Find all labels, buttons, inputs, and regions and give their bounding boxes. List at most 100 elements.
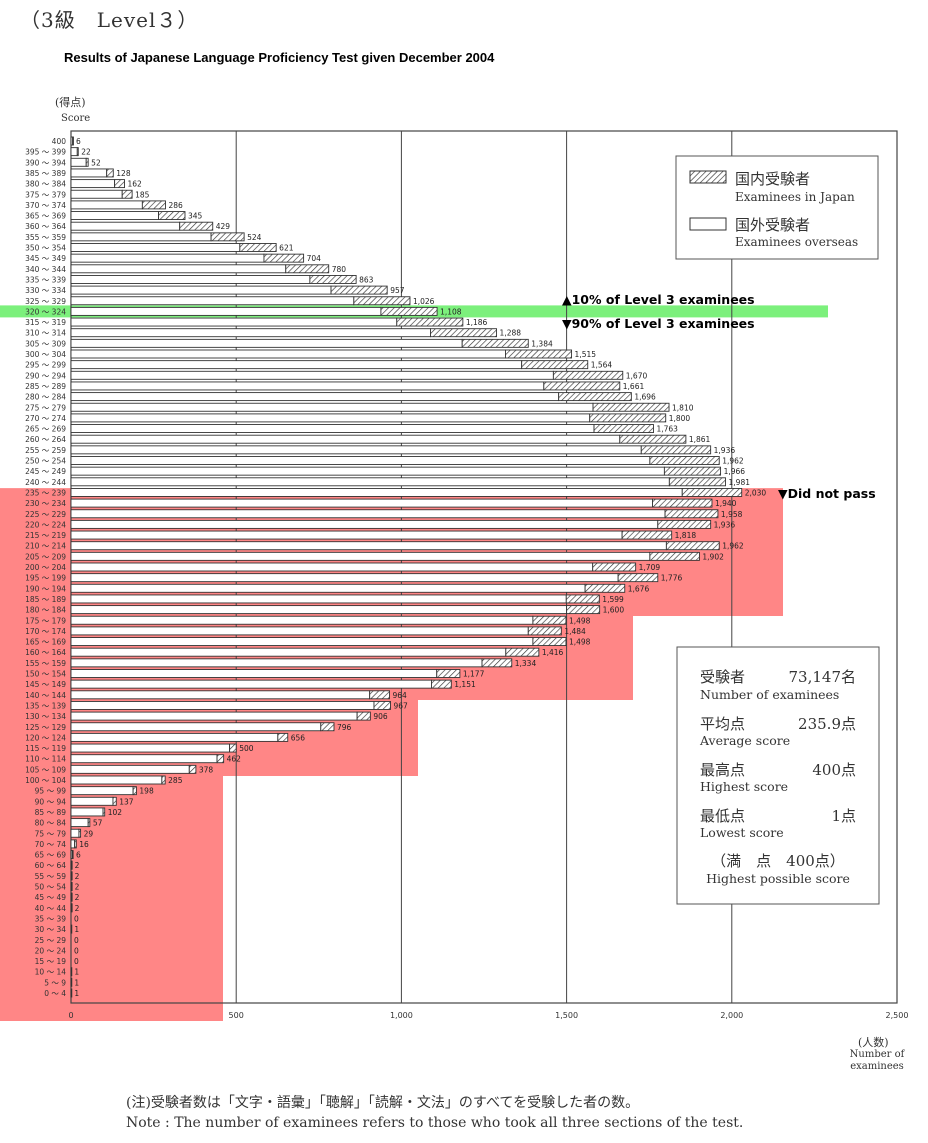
value-label: 967 (393, 701, 408, 710)
bar-overseas (70, 264, 287, 274)
bar-overseas (70, 370, 554, 380)
score-label: 75 ～ 79 (35, 829, 67, 838)
bar-overseas (70, 988, 73, 998)
bar-japan (87, 818, 91, 828)
bar-japan (640, 445, 712, 455)
bar-overseas (70, 732, 279, 742)
score-label: 305 ～ 309 (25, 339, 66, 348)
bar-overseas (70, 338, 463, 348)
value-label: 1,416 (542, 648, 564, 657)
bar-japan (621, 530, 673, 540)
score-label: 155 ～ 159 (25, 659, 66, 668)
bar-japan (277, 732, 289, 742)
bar-japan (521, 360, 589, 370)
score-label: 340 ～ 344 (25, 265, 66, 274)
score-label: 330 ～ 334 (25, 286, 66, 295)
bar-japan (330, 285, 388, 295)
bar-japan (72, 136, 74, 146)
bar-overseas (70, 317, 398, 327)
bar-japan (71, 850, 74, 859)
bottom-ninety-percent-label: ▼90% of Level 3 examinees (562, 316, 755, 331)
bar-overseas (70, 594, 567, 604)
score-label: 280 ～ 284 (25, 393, 66, 402)
value-label: 1,515 (575, 350, 597, 359)
bar-japan (558, 392, 632, 402)
value-label: 1,800 (669, 414, 691, 423)
bar-overseas (70, 551, 651, 561)
score-label: 270 ～ 274 (25, 414, 66, 423)
bar-overseas (70, 200, 143, 210)
value-label: 500 (239, 744, 254, 753)
value-label: 1,498 (569, 616, 591, 625)
bar-japan (617, 573, 659, 583)
bar-japan (85, 157, 89, 167)
value-label: 16 (79, 840, 89, 849)
bar-japan (649, 456, 720, 465)
bar-overseas (70, 509, 666, 519)
value-label: 1,981 (729, 478, 751, 487)
score-label: 385 ～ 389 (25, 169, 66, 178)
stat-highest-en: Highest score (700, 779, 788, 794)
bar-japan (665, 541, 720, 551)
score-label: 265 ～ 269 (25, 425, 66, 434)
bar-japan (505, 647, 540, 657)
score-label: 355 ～ 359 (25, 233, 66, 242)
value-label: 1,696 (634, 393, 656, 402)
bar-overseas (70, 232, 212, 242)
bar-japan (657, 519, 712, 529)
score-label: 370 ～ 374 (25, 201, 66, 210)
value-label: 964 (393, 691, 408, 700)
value-label: 0 (74, 957, 79, 966)
stat-examinees-jp: 受験者 (700, 668, 745, 686)
bar-overseas (70, 296, 355, 306)
bar-overseas (70, 306, 382, 316)
bar-japan (70, 871, 73, 881)
bar-overseas (70, 243, 241, 252)
bar-overseas (70, 221, 181, 231)
score-label: 115 ～ 119 (25, 744, 66, 753)
score-label: 10 ～ 14 (35, 968, 67, 977)
score-label: 50 ～ 54 (35, 883, 67, 892)
value-label: 621 (279, 244, 294, 253)
value-label: 57 (93, 819, 103, 828)
bar-japan (681, 488, 743, 497)
bar-overseas (70, 722, 322, 732)
score-label: 5 ～ 9 (44, 978, 66, 987)
score-label: 300 ～ 304 (25, 350, 66, 359)
bar-overseas (70, 498, 653, 508)
score-label: 65 ～ 69 (35, 851, 67, 860)
bar-japan (593, 424, 654, 433)
bar-overseas (70, 360, 523, 370)
score-label: 125 ～ 129 (25, 723, 66, 732)
value-label: 1,940 (715, 499, 737, 508)
value-label: 52 (91, 158, 101, 167)
bar-japan (141, 200, 166, 210)
bar-japan (106, 168, 114, 178)
bar-overseas (70, 253, 265, 263)
stat-possible-en: Highest possible score (706, 871, 850, 886)
score-label: 160 ～ 164 (25, 648, 66, 657)
score-label: 215 ～ 219 (25, 531, 66, 540)
bar-overseas (70, 764, 190, 774)
footnote-jp: (注)受験者数は「文字・語彙」「聴解」「読解・文法」のすべてを受験した者の数。 (126, 1095, 640, 1111)
stat-lowest-value: 1点 (831, 807, 856, 825)
bar-japan (74, 839, 77, 849)
bar-overseas (70, 189, 123, 199)
score-label: 230 ～ 234 (25, 499, 66, 508)
score-label: 185 ～ 189 (25, 595, 66, 604)
score-label: 20 ～ 24 (35, 946, 67, 955)
bar-japan (210, 232, 245, 242)
bar-overseas (70, 690, 371, 700)
stat-lowest-en: Lowest score (700, 825, 784, 840)
bar-overseas (70, 413, 591, 423)
score-label: 400 (52, 137, 67, 146)
bar-overseas (70, 285, 332, 295)
bar-japan (552, 370, 624, 380)
bar-overseas (70, 562, 594, 572)
score-label: 40 ～ 44 (35, 904, 67, 913)
bar-japan (380, 306, 438, 316)
value-label: 1,966 (724, 467, 746, 476)
bar-japan (430, 328, 498, 338)
bar-japan (565, 594, 600, 604)
bar-japan (592, 562, 637, 572)
